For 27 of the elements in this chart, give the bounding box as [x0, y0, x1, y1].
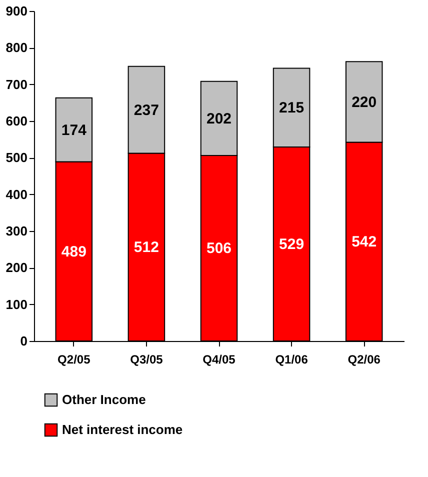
data-label: 506 — [206, 240, 232, 258]
legend-label: Other Income — [62, 392, 146, 407]
x-tick-label: Q2/06 — [348, 352, 381, 366]
y-tick-label: 300 — [6, 224, 28, 238]
x-tick-label: Q2/05 — [58, 352, 91, 366]
x-tick-label: Q1/06 — [275, 352, 308, 366]
data-label: 542 — [352, 234, 377, 251]
y-tick-label: 0 — [20, 334, 28, 348]
legend-label: Net interest income — [62, 422, 183, 437]
y-tick-label: 800 — [6, 40, 28, 56]
y-tick-label: 200 — [6, 260, 28, 276]
y-tick-label: 900 — [6, 4, 28, 18]
data-label: 215 — [279, 100, 304, 117]
y-tick-label: 600 — [6, 114, 28, 128]
data-label: 512 — [134, 239, 159, 256]
y-tick-label: 100 — [6, 296, 28, 312]
y-tick-label: 700 — [6, 76, 28, 92]
y-tick-label: 500 — [6, 150, 28, 166]
data-label: 529 — [279, 236, 304, 254]
data-label: 489 — [61, 243, 86, 260]
data-label: 202 — [206, 110, 232, 128]
data-label: 174 — [61, 122, 88, 139]
data-label: 237 — [134, 102, 159, 119]
x-tick-label: Q4/05 — [202, 352, 236, 366]
data-label: 220 — [352, 94, 377, 111]
x-tick-label: Q3/05 — [130, 352, 164, 366]
y-tick-label: 400 — [6, 186, 28, 202]
